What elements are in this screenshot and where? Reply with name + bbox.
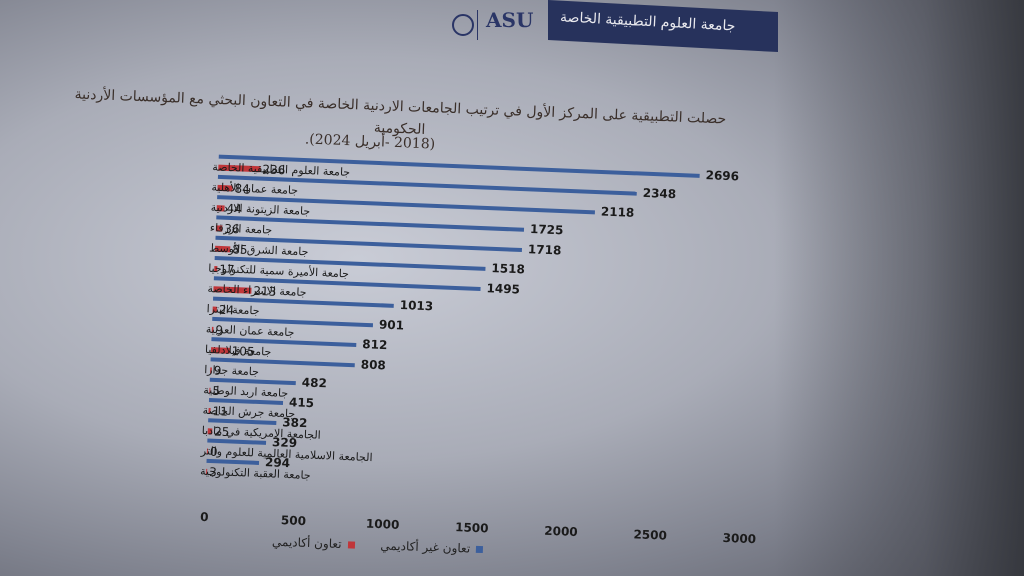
- legend-item-academic: تعاون أكاديمي: [272, 535, 355, 552]
- category-label: جامعة الشرق الأوسط: [209, 240, 309, 258]
- data-label-academic: 44: [226, 202, 242, 217]
- data-label-non-academic: 1013: [399, 298, 433, 313]
- category-label: جامعة اربد الوطنية: [203, 383, 288, 399]
- data-label-academic: 9: [214, 364, 222, 378]
- bar-non-academic: [208, 397, 284, 405]
- bar-non-academic: [215, 235, 523, 253]
- bar-non-academic: [209, 377, 296, 386]
- bar-academic: [209, 387, 211, 394]
- bar-non-academic: [208, 418, 277, 426]
- data-label-academic: 84: [234, 182, 250, 197]
- legend-label: تعاون أكاديمي: [271, 534, 342, 552]
- category-label: جامعة عمان الأهلية: [211, 180, 298, 197]
- data-label-non-academic: 1725: [530, 222, 564, 237]
- data-label-non-academic: 482: [302, 375, 328, 390]
- data-label-academic: 25: [214, 425, 230, 440]
- legend-swatch-academic: [347, 541, 355, 549]
- page-shadow: [774, 0, 1024, 576]
- category-label: جامعة العقبة التكنولوجية: [200, 465, 311, 482]
- data-label-academic: 24: [219, 303, 235, 318]
- bar-academic: [214, 265, 218, 273]
- bar-non-academic: [216, 215, 525, 232]
- bar-academic: [206, 448, 209, 455]
- bar-academic: [217, 184, 233, 192]
- data-label-non-academic: 2348: [642, 186, 676, 201]
- bar-non-academic: [217, 174, 637, 196]
- bar-academic: [210, 367, 212, 374]
- asu-logo: ASU: [486, 8, 534, 32]
- data-label-academic: 105: [231, 344, 254, 359]
- x-tick-label: 500: [281, 513, 307, 528]
- category-label: الجامعة الامريكية في مادبا: [202, 424, 322, 442]
- bar-non-academic: [210, 357, 355, 368]
- logo-divider: [477, 10, 478, 40]
- legend-swatch-non-academic: [476, 545, 484, 554]
- data-label-non-academic: 329: [272, 435, 298, 450]
- data-label-academic: 11: [212, 404, 228, 419]
- data-label-non-academic: 382: [282, 415, 308, 430]
- data-label-academic: 213: [253, 284, 276, 299]
- category-label: جامعة الاسراء الخاصة: [207, 282, 307, 299]
- data-label-non-academic: 901: [379, 318, 405, 333]
- data-label-non-academic: 2118: [601, 205, 635, 220]
- data-label-non-academic: 294: [265, 455, 291, 470]
- category-label: جامعة فيلادلفيا: [205, 343, 272, 359]
- data-label-academic: 5: [212, 384, 220, 398]
- category-label: جامعة العلوم التطبيقية الخاصة: [212, 160, 350, 179]
- data-label-non-academic: 2696: [705, 168, 739, 183]
- bar-academic: [208, 407, 211, 415]
- bar-non-academic: [218, 154, 700, 178]
- bar-academic: [218, 164, 261, 173]
- bar-non-academic: [213, 276, 481, 291]
- category-label: جامعة عمان العربية: [206, 323, 295, 340]
- data-label-non-academic: 415: [289, 395, 315, 410]
- bar-non-academic: [212, 316, 374, 328]
- category-label: جامعة جرش الخاصة: [202, 404, 295, 421]
- data-label-academic: 236: [262, 162, 285, 177]
- data-label-academic: 0: [210, 445, 218, 459]
- data-label-academic: 85: [232, 242, 248, 257]
- x-tick-label: 2500: [633, 527, 667, 542]
- bar-academic: [213, 286, 252, 294]
- category-label: جامعة البترا: [206, 302, 259, 317]
- data-label-non-academic: 1518: [491, 261, 525, 276]
- data-label-academic: 17: [219, 262, 235, 277]
- bar-academic: [216, 205, 225, 212]
- bar-academic: [207, 428, 213, 435]
- category-label: جامعة جدارا: [204, 363, 259, 378]
- data-label-non-academic: 808: [360, 357, 386, 372]
- bar-non-academic: [217, 195, 595, 215]
- bar-non-academic: [211, 337, 357, 347]
- bar-non-academic: [212, 296, 394, 308]
- data-label-academic: 3: [209, 465, 217, 479]
- bar-non-academic: [214, 256, 486, 271]
- bar-academic: [212, 306, 218, 313]
- data-label-academic: 36: [224, 222, 240, 237]
- bar-non-academic: [206, 458, 260, 465]
- category-label: جامعة الزرقاء: [210, 221, 273, 236]
- data-label-non-academic: 1718: [528, 242, 562, 257]
- bar-academic: [210, 347, 230, 354]
- x-tick-label: 1500: [455, 520, 489, 535]
- data-label-non-academic: 812: [362, 337, 388, 352]
- category-label: جامعة الأميرة سمية للتكنولوجيا: [208, 261, 349, 281]
- x-tick-label: 0: [200, 510, 209, 524]
- bar-academic: [211, 326, 214, 333]
- data-label-non-academic: 1495: [486, 281, 520, 296]
- data-label-academic: 9: [215, 323, 223, 337]
- x-tick-label: 2000: [544, 524, 578, 539]
- x-tick-label: 3000: [722, 531, 756, 546]
- bar-academic: [214, 245, 231, 253]
- bar-academic: [215, 225, 223, 232]
- bar-academic: [205, 468, 208, 475]
- category-label: جامعة الزيتونة الاردنية: [210, 201, 310, 218]
- bar-non-academic: [207, 438, 267, 445]
- x-tick-label: 1000: [366, 517, 400, 532]
- seal-icon: [452, 14, 474, 36]
